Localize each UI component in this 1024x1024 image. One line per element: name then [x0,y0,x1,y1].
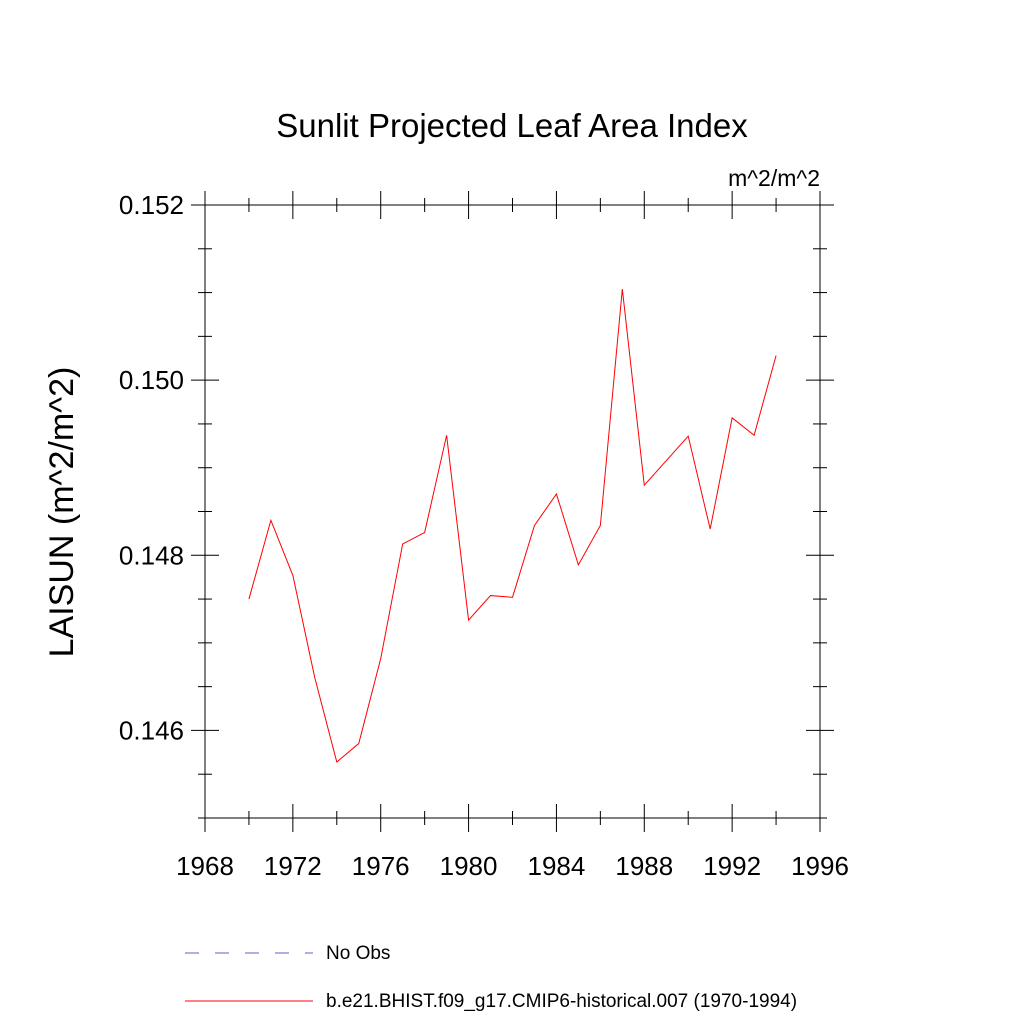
y-tick-label: 0.150 [119,365,184,395]
x-tick-label: 1988 [615,851,673,881]
legend-label-model: b.e21.BHIST.f09_g17.CMIP6-historical.007… [326,991,797,1012]
x-axis: 1968 1972 1976 1980 1984 1988 1992 1996 [176,191,849,881]
y-tick-label: 0.152 [119,190,184,220]
chart-title: Sunlit Projected Leaf Area Index [276,107,748,144]
x-tick-label: 1984 [528,851,586,881]
x-tick-label: 1972 [264,851,322,881]
plot-border [204,204,821,819]
legend-label-no-obs: No Obs [326,943,390,964]
y-tick-label: 0.148 [119,540,184,570]
legend: No Obs b.e21.BHIST.f09_g17.CMIP6-histori… [185,943,797,1012]
y-axis-label: LAISUN (m^2/m^2) [43,367,81,658]
y-axis: 0.146 0.148 0.150 0.152 [119,190,834,819]
units-label: m^2/m^2 [728,165,820,191]
x-tick-label: 1980 [440,851,498,881]
plot-frame [204,204,821,819]
x-tick-label: 1992 [703,851,761,881]
x-tick-label: 1968 [176,851,234,881]
data-series [248,289,777,763]
y-tick-label: 0.146 [119,715,184,745]
series-line-1 [248,289,777,763]
x-tick-label: 1996 [791,851,849,881]
x-tick-label: 1976 [352,851,410,881]
